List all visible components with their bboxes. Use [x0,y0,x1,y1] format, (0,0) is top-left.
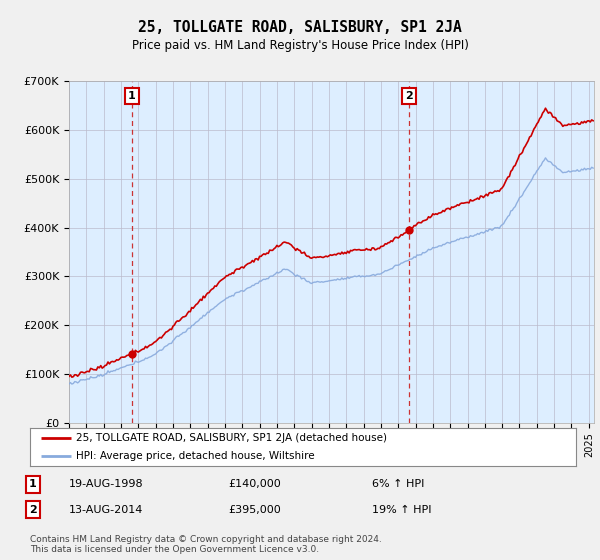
Text: £140,000: £140,000 [228,479,281,489]
Text: Contains HM Land Registry data © Crown copyright and database right 2024.
This d: Contains HM Land Registry data © Crown c… [30,535,382,554]
Text: 1: 1 [128,91,136,101]
Text: Price paid vs. HM Land Registry's House Price Index (HPI): Price paid vs. HM Land Registry's House … [131,39,469,52]
Text: 13-AUG-2014: 13-AUG-2014 [69,505,143,515]
Text: 2: 2 [29,505,37,515]
Text: 25, TOLLGATE ROAD, SALISBURY, SP1 2JA: 25, TOLLGATE ROAD, SALISBURY, SP1 2JA [138,20,462,35]
Text: 1: 1 [29,479,37,489]
Text: HPI: Average price, detached house, Wiltshire: HPI: Average price, detached house, Wilt… [76,451,315,461]
Text: 19% ↑ HPI: 19% ↑ HPI [372,505,431,515]
Text: 25, TOLLGATE ROAD, SALISBURY, SP1 2JA (detached house): 25, TOLLGATE ROAD, SALISBURY, SP1 2JA (d… [76,433,388,443]
Text: 2: 2 [405,91,413,101]
Text: 19-AUG-1998: 19-AUG-1998 [69,479,143,489]
Text: £395,000: £395,000 [228,505,281,515]
Text: 6% ↑ HPI: 6% ↑ HPI [372,479,424,489]
